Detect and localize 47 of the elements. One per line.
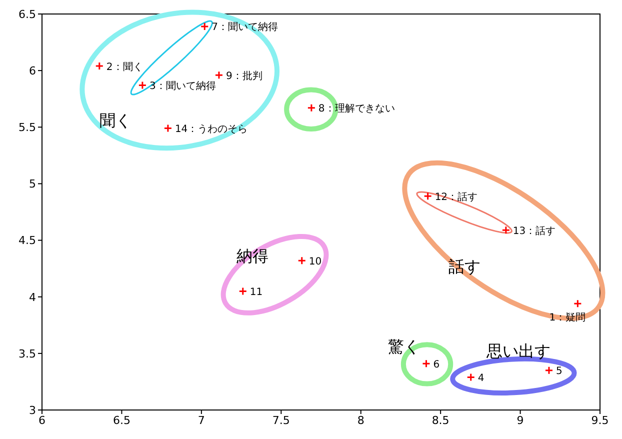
x-tick-label: 8 bbox=[357, 414, 364, 427]
point bbox=[138, 81, 147, 90]
annotation: 13：話す bbox=[512, 224, 556, 237]
point bbox=[238, 286, 248, 296]
point bbox=[200, 22, 209, 31]
y-tick-label: 3.5 bbox=[18, 347, 36, 360]
y-tick-label: 6 bbox=[29, 64, 36, 78]
point bbox=[466, 372, 476, 382]
x-tick-label: 6 bbox=[38, 414, 46, 427]
point bbox=[214, 70, 224, 80]
point bbox=[164, 124, 172, 133]
point bbox=[298, 256, 306, 265]
y-tick-label: 5.5 bbox=[18, 121, 36, 134]
annotation: 8：理解できない bbox=[318, 104, 395, 115]
annotation: 話す bbox=[448, 256, 480, 276]
annotation: 1：疑問 bbox=[549, 311, 586, 324]
y-tick-label: 3 bbox=[29, 404, 36, 417]
x-tick-label: 7.5 bbox=[272, 414, 290, 427]
y-tick-label: 4.5 bbox=[18, 234, 36, 248]
annotation: 9：批判 bbox=[226, 70, 262, 82]
x-tick-label: 9.5 bbox=[591, 414, 609, 427]
x-tick-label: 9 bbox=[516, 414, 524, 427]
x-tick-label: 7 bbox=[198, 414, 205, 427]
x-tick-label: 8.5 bbox=[432, 414, 450, 427]
x-tick-label: 6.5 bbox=[112, 414, 130, 427]
annotation: 思い出す bbox=[486, 342, 551, 361]
annotation: 聞く bbox=[99, 110, 132, 130]
annotation: 驚く bbox=[388, 337, 420, 356]
annotation: 5 bbox=[556, 366, 562, 378]
annotation: 14：うわのそら bbox=[174, 124, 248, 136]
y-tick-label: 4 bbox=[29, 290, 36, 304]
annotation: 11 bbox=[250, 286, 263, 298]
y-tick-label: 5 bbox=[29, 178, 36, 191]
point bbox=[307, 104, 316, 112]
point bbox=[422, 359, 430, 368]
y-tick-label: 6.5 bbox=[18, 8, 36, 21]
annotation: 6 bbox=[433, 359, 440, 370]
point bbox=[544, 366, 554, 375]
annotation: 納得 bbox=[236, 246, 268, 266]
annotation: 2：聞く bbox=[106, 60, 143, 73]
point bbox=[95, 62, 104, 70]
point bbox=[573, 299, 582, 308]
point bbox=[502, 226, 510, 234]
annotation: 4 bbox=[478, 372, 484, 384]
annotation: 10 bbox=[308, 256, 322, 268]
point bbox=[424, 192, 432, 200]
annotation: 7：聞いて納得 bbox=[212, 21, 278, 34]
